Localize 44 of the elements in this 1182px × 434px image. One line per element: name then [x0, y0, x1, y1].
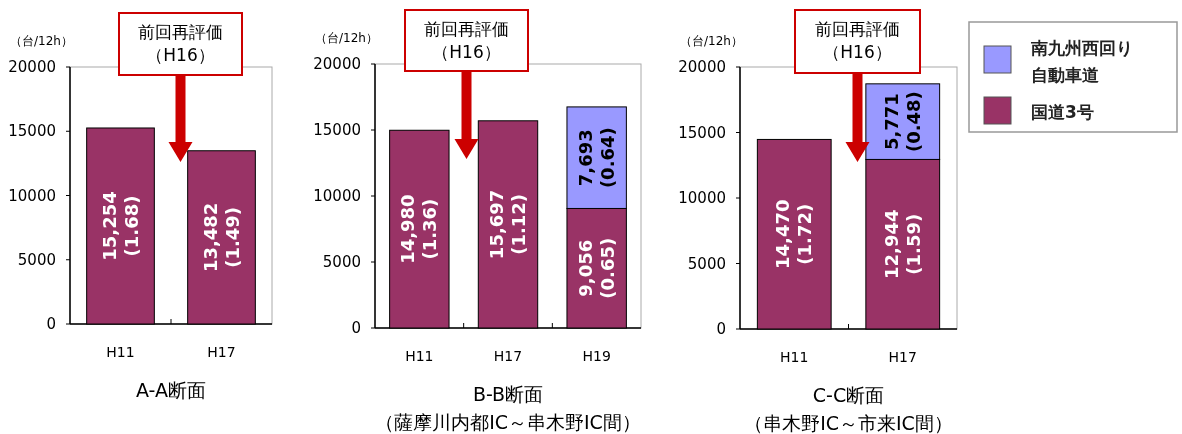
data-label: 9,056 (0.65)	[574, 237, 618, 299]
x-tick-label: H11	[780, 349, 809, 365]
x-tick-label: H17	[207, 344, 236, 360]
data-label: 5,771 (0.48)	[880, 91, 924, 153]
x-tick-label: H11	[106, 344, 135, 360]
text: C-C断面	[812, 384, 885, 406]
text: A-A断面	[135, 379, 207, 401]
x-tick-label: H17	[493, 348, 523, 364]
y-tick-label: 0	[46, 315, 56, 333]
y-tick-label: 15000	[678, 123, 726, 142]
text: 国道3号	[1031, 102, 1094, 122]
y-axis-title: （台/12h）	[315, 31, 378, 45]
y-tick-label: 5000	[322, 253, 361, 271]
y-tick-label: 20000	[8, 58, 56, 76]
text: （薩摩川内都IC～串木野IC間）	[375, 411, 641, 433]
y-tick-label: 10000	[678, 189, 726, 207]
data-label: 7,693 (0.64)	[574, 127, 618, 189]
data-label: 13,482 (1.49)	[199, 202, 243, 273]
data-label: 15,697 (1.12)	[486, 189, 529, 260]
data-label: 14,980 (1.36)	[397, 194, 441, 264]
y-tick-label: 15000	[313, 121, 361, 139]
y-tick-label: 5000	[17, 250, 56, 269]
text: 前回再評価（H16）	[815, 19, 900, 62]
y-tick-label: 20000	[678, 58, 726, 76]
x-tick-label: H19	[582, 348, 611, 364]
y-tick-label: 0	[351, 319, 361, 337]
text: 前回再評価（H16）	[138, 22, 223, 65]
y-tick-label: 20000	[313, 55, 361, 73]
data-label: 14,470 (1.72)	[772, 199, 816, 269]
y-tick-label: 10000	[313, 187, 361, 205]
y-axis-title: （台/12h）	[10, 34, 73, 48]
data-label: 15,254 (1.68)	[98, 191, 142, 261]
text: （串木野IC～市来IC間）	[744, 412, 953, 434]
y-tick-label: 10000	[8, 186, 56, 205]
legend-label: 南九州西回り自動車道	[1030, 38, 1133, 85]
data-label: 12,944 (1.59)	[880, 209, 924, 279]
y-axis-title: （台/12h）	[680, 34, 743, 48]
x-tick-label: H17	[888, 349, 917, 365]
x-tick-label: H11	[405, 348, 434, 364]
y-tick-label: 15000	[8, 122, 56, 141]
text: B-B断面	[472, 383, 544, 405]
y-tick-label: 0	[716, 320, 726, 338]
y-tick-label: 5000	[687, 254, 726, 273]
text: 前回再評価（H16）	[424, 19, 509, 62]
